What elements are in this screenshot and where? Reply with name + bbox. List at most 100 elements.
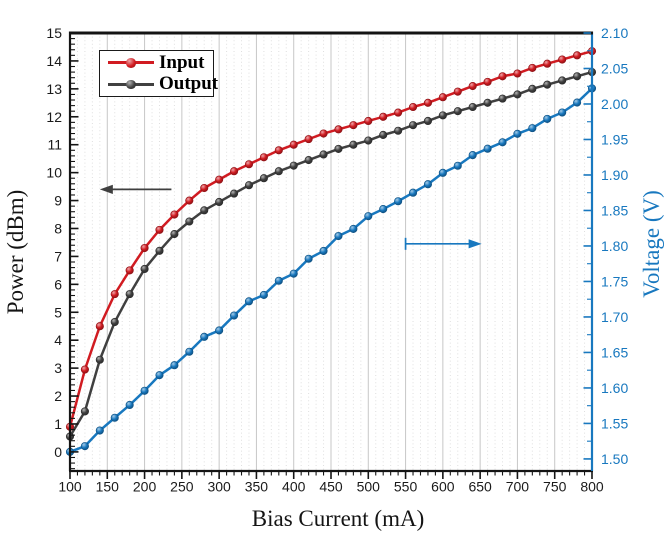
data-point-marker xyxy=(319,150,328,159)
data-point-marker xyxy=(453,107,462,116)
data-point-marker xyxy=(140,386,149,395)
x-tick-label: 600 xyxy=(431,478,455,494)
data-point-marker xyxy=(230,167,239,176)
data-point-marker xyxy=(498,138,507,147)
data-point-marker xyxy=(468,82,477,91)
y-left-tick-label: 4 xyxy=(54,332,62,348)
y-left-tick-label: 1 xyxy=(54,416,62,432)
y-right-tick-label: 1.50 xyxy=(601,451,628,467)
y-right-tick-label: 2.10 xyxy=(601,25,628,41)
data-point-marker xyxy=(513,90,522,99)
data-point-marker xyxy=(274,167,283,176)
data-point-marker xyxy=(423,98,432,107)
data-point-marker xyxy=(364,212,373,221)
x-tick-label: 750 xyxy=(543,478,567,494)
data-point-marker xyxy=(349,140,358,149)
data-point-marker xyxy=(334,125,343,134)
data-point-marker xyxy=(334,231,343,241)
y-left-tick-label: 6 xyxy=(54,276,62,292)
input-series-swatch xyxy=(108,58,154,68)
data-point-marker xyxy=(155,246,164,255)
data-point-marker xyxy=(185,217,194,226)
y-left-tick-label: 13 xyxy=(46,81,62,97)
legend: Input Output xyxy=(99,50,218,97)
axes-spines xyxy=(68,31,594,473)
y-right-tick-label: 1.80 xyxy=(601,238,628,254)
data-point-marker xyxy=(573,51,582,60)
data-point-marker xyxy=(140,243,149,253)
y-left-tick-label: 11 xyxy=(47,137,62,153)
data-point-marker xyxy=(513,129,522,138)
data-point-marker xyxy=(573,98,582,107)
y-left-tick-label: 14 xyxy=(46,53,62,69)
x-tick-label: 200 xyxy=(133,478,157,494)
data-point-marker xyxy=(394,197,403,206)
data-point-marker xyxy=(528,124,537,133)
x-tick-label: 350 xyxy=(245,478,269,494)
y-right-tick-label: 1.75 xyxy=(601,273,628,289)
data-point-marker xyxy=(125,290,134,299)
data-point-marker xyxy=(304,156,313,165)
x-tick-label: 300 xyxy=(207,478,231,494)
x-tick-label: 250 xyxy=(170,478,194,494)
data-point-marker xyxy=(274,146,283,155)
right-axis: 1.50 1.55 1.60 1.65 1.70 1.75 1.80 1.85 1.90 1.95… xyxy=(583,25,628,467)
data-point-marker xyxy=(95,355,104,364)
data-point-marker xyxy=(125,400,134,410)
data-point-marker xyxy=(215,175,224,184)
x-tick-label: 100 xyxy=(58,478,82,494)
data-point-marker xyxy=(304,254,313,263)
data-point-marker xyxy=(364,136,373,145)
y-left-tick-label: 15 xyxy=(46,25,62,41)
data-point-marker xyxy=(408,188,418,197)
arrow-head xyxy=(99,184,113,194)
data-point-marker xyxy=(110,317,119,327)
data-point-marker xyxy=(185,196,194,205)
data-point-marker xyxy=(155,225,164,234)
data-point-marker xyxy=(543,114,552,123)
y-right-tick-label: 1.70 xyxy=(601,309,628,325)
y-left-tick-label: 3 xyxy=(54,360,62,376)
data-point-marker xyxy=(244,160,254,169)
data-point-marker xyxy=(215,197,224,207)
data-point-marker xyxy=(483,144,492,153)
data-point-marker xyxy=(438,111,447,120)
data-point-marker xyxy=(408,102,418,112)
data-point-marker xyxy=(230,311,239,320)
y-left-tick-label: 0 xyxy=(54,444,62,460)
data-point-marker xyxy=(379,112,388,121)
data-point-marker xyxy=(95,426,104,435)
data-point-marker xyxy=(110,413,119,422)
data-point-marker xyxy=(394,108,403,117)
data-point-marker xyxy=(394,126,403,135)
y-right-tick-label: 2.00 xyxy=(601,96,628,112)
data-point-marker xyxy=(170,361,179,370)
data-point-marker xyxy=(244,181,254,190)
data-point-marker xyxy=(498,72,507,81)
data-point-marker xyxy=(438,93,447,102)
x-tick-label: 500 xyxy=(357,478,381,494)
data-point-marker xyxy=(80,407,89,416)
series-input xyxy=(65,47,597,431)
arrow-head xyxy=(468,239,482,249)
data-point-marker xyxy=(170,230,179,239)
data-point-marker xyxy=(200,206,209,215)
x-tick-label: 700 xyxy=(506,478,530,494)
data-point-marker xyxy=(528,63,537,72)
data-point-marker xyxy=(259,174,268,183)
y-left-tick-label: 9 xyxy=(54,193,62,209)
data-point-marker xyxy=(558,76,567,85)
data-point-marker xyxy=(364,116,373,126)
data-point-marker xyxy=(423,116,432,126)
data-point-marker xyxy=(274,276,283,285)
x-tick-label: 550 xyxy=(394,478,418,494)
output-series-swatch xyxy=(108,79,154,90)
data-point-marker xyxy=(304,135,313,144)
data-point-marker xyxy=(155,371,164,380)
y-right-tick-label: 1.55 xyxy=(601,415,628,431)
data-point-marker xyxy=(349,121,358,130)
data-point-marker xyxy=(259,153,268,162)
data-point-marker xyxy=(289,161,298,170)
